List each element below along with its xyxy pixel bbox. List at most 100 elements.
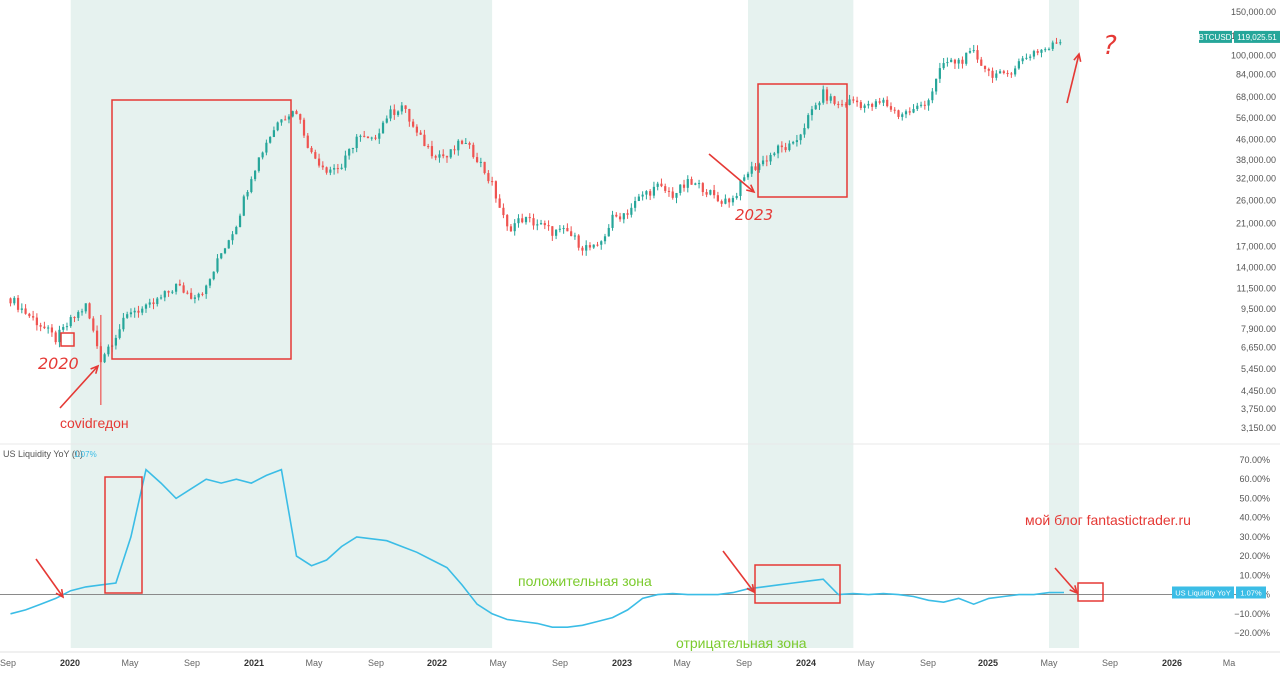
arrow-liquidity-2024 [722,550,755,593]
candle-body [246,192,249,197]
time-axis-label: 2022 [427,658,447,668]
candle-body [1040,49,1043,53]
candle-body [769,154,772,162]
time-axis-label: Sep [0,658,16,668]
price-axis-tick: 38,000.00 [1236,155,1276,165]
price-axis-tick: 100,000.00 [1231,51,1276,61]
shaded-period-1 [70,0,493,648]
candle-body [950,59,953,63]
candle-body [807,115,810,129]
highlight-box-liquidity-2020 [104,476,143,594]
arrow-covid-head [90,364,100,374]
candle-body [457,140,460,151]
candle-body [159,297,163,299]
arrow-liquidity-2025 [1054,567,1078,594]
candle-body [412,121,415,127]
time-axis-label: 2020 [60,658,80,668]
candle-body [1021,58,1024,62]
candle-body [893,109,896,111]
candle-body [878,101,881,103]
time-axis-label: May [305,658,323,668]
candle-body [238,215,242,227]
candle-body [1025,57,1028,59]
candle-body [92,318,95,331]
price-axis-tick: 32,000.00 [1236,173,1276,183]
candle-body [611,214,614,228]
candle-body [596,244,599,246]
candle-body [415,126,418,133]
candle-body [389,109,392,119]
highlight-box-2020-rally [111,99,292,360]
price-axis-tick: 150,000.00 [1231,7,1276,17]
candle-body [242,196,245,216]
candle-body [205,285,208,295]
candle-body [731,198,735,203]
candle-body [1010,73,1013,75]
candle-body [442,154,445,157]
candle-body [65,326,69,328]
candle-body [141,308,144,313]
candle-body [32,316,35,318]
last-price: 119,025.51 [1237,33,1277,42]
candle-body [784,147,787,151]
candle-body [393,109,396,115]
candle-body [423,134,426,147]
candle-body [551,226,554,236]
shaded-period-3 [1048,0,1080,648]
candle-body [626,213,629,215]
candle-body [664,186,667,191]
candle-body [50,327,54,333]
candle-body [396,111,400,115]
candle-body [1014,68,1017,75]
candle-body [547,225,550,227]
candle-body [581,247,584,251]
candle-body [193,297,196,299]
arrow-2023-head [746,184,756,194]
candle-body [528,217,531,219]
candle-body [378,133,381,139]
candle-body [901,114,904,117]
candle-body [810,109,814,116]
candle-body [137,310,140,313]
candle-body [562,228,565,230]
arrow-liquidity-2024-head [746,583,756,594]
candle-body [667,190,671,192]
candle-body [284,119,287,121]
candle-body [95,330,99,347]
liquidity-axis-tick: 50.00% [1239,493,1270,503]
candle-body [983,65,987,69]
candle-body [419,132,422,135]
candle-body [923,104,926,106]
candle-body [144,304,148,309]
candle-body [987,68,990,71]
candle-body [9,298,12,304]
candle-body [118,329,121,338]
candle-body [1006,73,1009,75]
candle-body [649,191,652,196]
candle-body [62,327,65,330]
candle-body [178,283,181,286]
liquidity-badge-name: US Liquidity YoY [1175,588,1230,597]
candle-body [329,169,332,173]
liquidity-axis-tick: 20.00% [1239,551,1270,561]
candle-body [754,166,757,170]
candle-body [445,156,449,158]
candle-body [634,200,637,208]
candle-body [618,216,622,220]
candle-body [671,191,674,198]
candle-body [152,302,155,305]
candle-body [675,192,678,198]
price-axis-tick: 68,000.00 [1236,92,1276,102]
candle-body [998,71,1002,74]
candle-body [837,103,840,105]
candle-body [660,183,663,187]
shaded-period-2 [747,0,854,648]
candle-body [705,192,708,195]
liquidity-axis-tick: 70.00% [1239,455,1270,465]
candle-body [43,326,46,329]
candle-body [697,183,701,185]
candle-body [182,285,185,293]
candle-body [833,96,836,104]
candle-body [28,313,31,317]
